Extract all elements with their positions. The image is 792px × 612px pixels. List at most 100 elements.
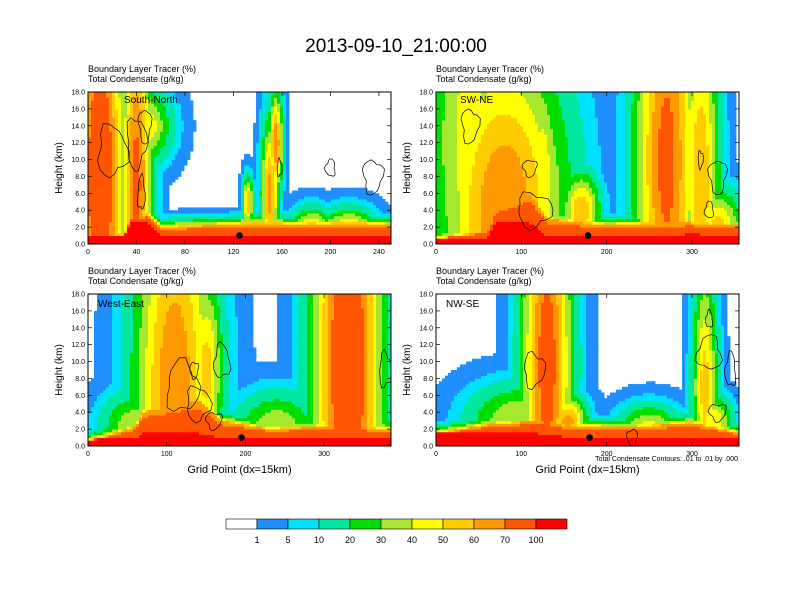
field-cell	[139, 221, 143, 225]
field-cell	[178, 215, 182, 220]
field-cell	[349, 232, 353, 236]
field-cell	[133, 170, 137, 175]
field-cell	[112, 151, 116, 155]
field-cell	[154, 148, 158, 152]
field-cell	[136, 190, 140, 194]
field-cell	[475, 145, 479, 149]
field-cell	[481, 213, 485, 217]
field-cell	[448, 106, 452, 110]
field-cell	[139, 224, 143, 228]
field-cell	[184, 229, 188, 234]
field-cell	[148, 92, 152, 96]
field-cell	[178, 170, 182, 175]
field-cell	[328, 196, 332, 200]
field-cell	[121, 187, 125, 191]
field-cell	[496, 173, 500, 177]
field-cell	[514, 207, 518, 211]
field-cell	[436, 153, 440, 158]
field-cell	[262, 190, 266, 194]
field-cell	[181, 165, 185, 169]
field-cell	[457, 151, 461, 155]
field-cell	[91, 221, 95, 225]
field-cell	[169, 131, 173, 135]
field-cell	[436, 151, 440, 155]
field-cell	[124, 94, 128, 99]
field-cell	[478, 142, 482, 146]
field-cell	[250, 162, 254, 166]
field-cell	[436, 224, 440, 228]
field-cell	[484, 168, 488, 172]
field-cell	[139, 162, 143, 166]
field-cell	[121, 227, 125, 231]
field-cell	[145, 232, 149, 236]
field-cell	[289, 218, 293, 222]
field-cell	[469, 139, 473, 144]
field-cell	[349, 204, 353, 208]
field-cell	[454, 198, 458, 203]
field-cell	[118, 207, 122, 211]
field-cell	[265, 184, 269, 189]
field-cell	[178, 114, 182, 118]
field-cell	[331, 196, 335, 200]
field-cell	[178, 221, 182, 225]
field-cell	[175, 238, 179, 242]
field-cell	[490, 193, 494, 197]
field-cell	[271, 92, 275, 96]
field-cell	[286, 190, 290, 194]
field-cell	[256, 134, 260, 138]
field-cell	[442, 137, 446, 141]
field-cell	[463, 108, 467, 113]
field-cell	[502, 198, 506, 203]
field-cell	[484, 125, 488, 129]
field-cell	[271, 94, 275, 99]
field-cell	[490, 227, 494, 231]
field-cell	[148, 145, 152, 149]
field-cell	[496, 122, 500, 127]
field-cell	[217, 235, 221, 239]
field-cell	[487, 227, 491, 231]
field-cell	[124, 207, 128, 211]
field-cell	[178, 92, 182, 96]
field-cell	[178, 139, 182, 144]
field-cell	[121, 238, 125, 242]
field-cell	[151, 204, 155, 208]
y-tick-label: 0.0	[75, 242, 85, 249]
field-cell	[205, 227, 209, 231]
field-cell	[133, 213, 137, 217]
field-cell	[100, 221, 104, 225]
field-cell	[451, 134, 455, 138]
field-cell	[262, 182, 266, 186]
field-cell	[109, 193, 113, 197]
field-cell	[262, 224, 266, 228]
field-cell	[484, 145, 488, 149]
field-cell	[469, 229, 473, 234]
field-cell	[469, 142, 473, 146]
field-cell	[349, 190, 353, 194]
field-cell	[163, 106, 167, 110]
field-cell	[466, 179, 470, 183]
field-cell	[241, 207, 245, 211]
field-cell	[109, 151, 113, 155]
field-cell	[256, 170, 260, 175]
field-cell	[502, 176, 506, 180]
field-cell	[283, 139, 287, 144]
field-cell	[283, 207, 287, 211]
field-cell	[475, 201, 479, 205]
field-cell	[157, 139, 161, 144]
field-cell	[133, 227, 137, 231]
field-cell	[289, 235, 293, 239]
field-cell	[109, 201, 113, 205]
field-cell	[364, 241, 368, 244]
field-cell	[370, 210, 374, 214]
field-cell	[250, 215, 254, 220]
field-cell	[232, 229, 236, 234]
field-cell	[313, 238, 317, 242]
field-cell	[475, 198, 479, 203]
field-cell	[460, 190, 464, 194]
field-cell	[220, 221, 224, 225]
field-cell	[505, 213, 509, 217]
field-cell	[187, 232, 191, 236]
field-cell	[112, 114, 116, 118]
field-cell	[514, 170, 518, 175]
field-cell	[439, 117, 443, 121]
